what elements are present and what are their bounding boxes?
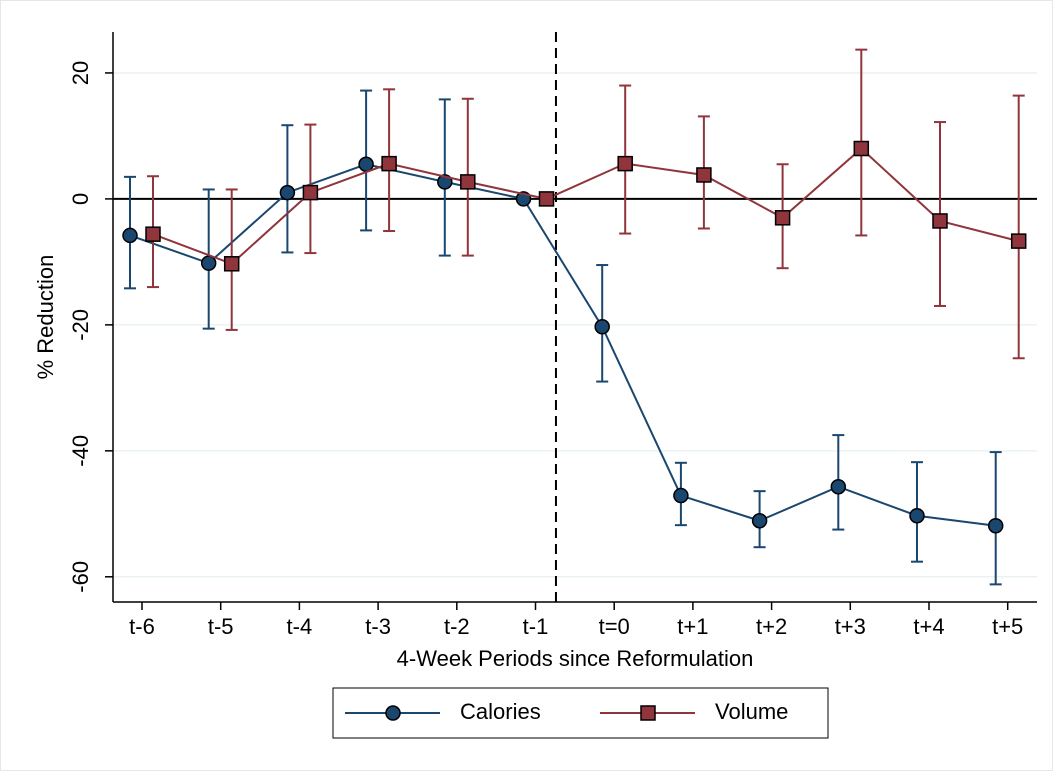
x-tick-label: t+2 [756, 614, 787, 639]
data-point [617, 155, 633, 172]
x-tick-label: t-3 [365, 614, 391, 639]
y-axis-label: % Reduction [33, 255, 58, 380]
data-point [302, 184, 319, 201]
data-point [774, 210, 791, 226]
x-tick-label: t+3 [835, 614, 866, 639]
data-point [381, 155, 397, 172]
data-point [751, 513, 768, 529]
x-tick-label: t-1 [523, 614, 549, 639]
data-point [145, 226, 161, 242]
data-point [358, 156, 374, 173]
y-tick-label: 20 [68, 61, 93, 85]
x-tick-label: t+5 [992, 614, 1023, 639]
x-tick-label: t=0 [599, 614, 630, 639]
series-line [152, 147, 1019, 265]
data-point [932, 213, 948, 229]
data-point [279, 184, 296, 201]
data-point [122, 227, 138, 244]
y-tick-label: -40 [68, 435, 93, 467]
data-point [460, 174, 476, 190]
data-point [909, 507, 925, 524]
data-point [223, 256, 240, 272]
legend-marker [640, 705, 656, 721]
data-point [1010, 233, 1027, 249]
x-tick-label: t+4 [913, 614, 944, 639]
data-point [853, 140, 870, 157]
error-bar [1012, 94, 1025, 360]
x-tick-label: t-2 [444, 614, 470, 639]
legend-label: Volume [715, 699, 788, 724]
y-tick-label: -20 [68, 309, 93, 341]
y-tick-label: 0 [68, 193, 93, 205]
series-line [129, 163, 996, 527]
legend-marker [385, 705, 401, 721]
data-point [987, 518, 1004, 534]
data-point [673, 487, 689, 504]
x-tick-label: t-4 [287, 614, 313, 639]
data-point [538, 191, 555, 207]
data-point [696, 167, 712, 183]
x-axis-label: 4-Week Periods since Reformulation [397, 646, 754, 671]
data-point [594, 319, 610, 335]
x-tick-label: t-6 [129, 614, 155, 639]
y-tick-label: -60 [68, 561, 93, 593]
legend-label: Calories [460, 699, 541, 724]
data-point [200, 255, 217, 271]
x-tick-label: t-5 [208, 614, 234, 639]
x-tick-label: t+1 [677, 614, 708, 639]
data-point [830, 478, 847, 495]
